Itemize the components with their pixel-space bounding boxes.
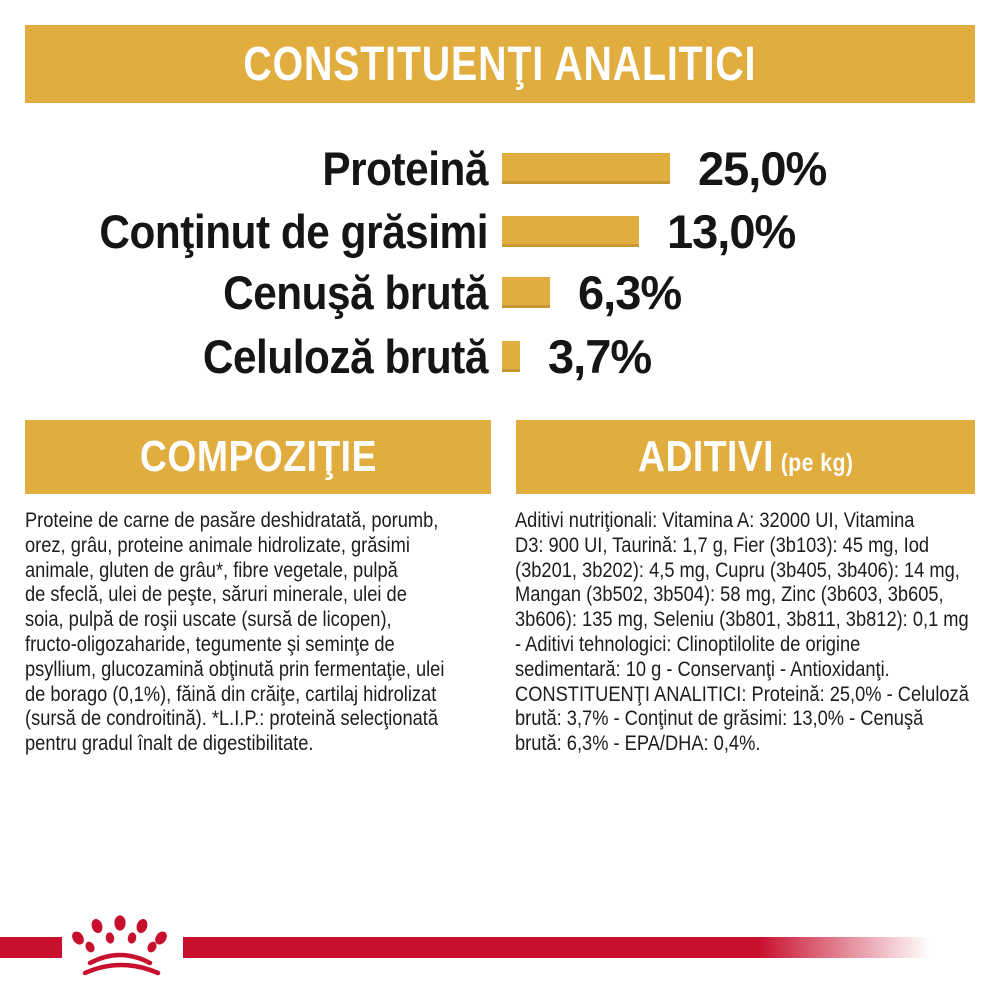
text-line: 3b606): 135 mg, Seleniu (3b801, 3b811, 3… (515, 608, 969, 632)
chart-category-label: Celuloză brută (202, 329, 489, 383)
royal-canin-crown-icon (72, 915, 167, 976)
text-line: animale, gluten de grâu*, fibre vegetale… (25, 558, 398, 582)
chart-bar (502, 340, 520, 372)
composition-banner: COMPOZIŢIE (25, 420, 491, 494)
chart-bar (502, 152, 670, 184)
analytical-constituents-title: CONSTITUENŢI ANALITICI (243, 37, 757, 91)
chart-value-label: 25,0% (698, 141, 827, 195)
footer-band-left-segment (0, 937, 62, 958)
text-line: - Aditivi tehnologici: Clinoptilolite de… (515, 632, 861, 656)
text-line: CONSTITUENŢI ANALITICI: Proteină: 25,0% … (515, 682, 969, 706)
text-line: pentru gradul înalt de digestibilitate. (25, 732, 314, 756)
additives-banner: ADITIVI (pe kg) (516, 420, 975, 494)
additives-text: Aditivi nutriţionali: Vitamina A: 32000 … (515, 509, 1000, 757)
text-line: (3b201, 3b202): 4,5 mg, Cupru (3b405, 3b… (515, 558, 960, 582)
text-line: D3: 900 UI, Taurină: 1,7 g, Fier (3b103)… (515, 533, 930, 557)
chart-row: Cenuşă brută 6,3% (0, 266, 1000, 319)
text-line: orez, grâu, proteine animale hidrolizate… (25, 533, 410, 557)
composition-text: Proteine de carne de pasăre deshidratată… (25, 509, 512, 757)
composition-title: COMPOZIŢIE (139, 432, 377, 481)
text-line: brută: 3,7% - Conţinut de grăsimi: 13,0%… (515, 707, 924, 731)
chart-row: Celuloză brută 3,7% (0, 330, 1000, 383)
text-line: brută: 6,3% - EPA/DHA: 0,4%. (515, 732, 761, 756)
additives-title: ADITIVI (pe kg) (637, 432, 854, 481)
chart-value-label: 13,0% (667, 204, 796, 258)
analytical-constituents-banner: CONSTITUENŢI ANALITICI (25, 25, 975, 103)
text-line: Aditivi nutriţionali: Vitamina A: 32000 … (515, 509, 915, 532)
additives-unit-suffix: (pe kg) (780, 449, 854, 477)
text-line: Proteine de carne de pasăre deshidratată… (25, 509, 439, 532)
chart-category-label: Proteină (322, 141, 488, 195)
text-line: de borago (0,1%), făină din crăiţe, cart… (25, 682, 437, 706)
text-line: soia, pulpă de roşii uscate (sursă de li… (25, 608, 392, 632)
chart-bar (502, 276, 550, 308)
text-line: (sursă de condroitină). *L.I.P.: protein… (25, 707, 439, 731)
text-line: psyllium, glucozamină obţinută prin ferm… (25, 657, 445, 681)
chart-bar (502, 215, 639, 247)
chart-row: Conţinut de grăsimi 13,0% (0, 205, 1000, 258)
text-line: sedimentară: 10 g - Conservanţi - Antiox… (515, 657, 890, 681)
text-line: Mangan (3b502, 3b504): 58 mg, Zinc (3b60… (515, 583, 944, 607)
chart-category-label: Conţinut de grăsimi (99, 204, 489, 258)
chart-category-label: Cenuşă brută (223, 265, 488, 319)
chart-value-label: 6,3% (578, 265, 682, 319)
footer-band-right-segment (183, 937, 930, 958)
chart-value-label: 3,7% (548, 329, 652, 383)
text-line: fructo-oligozaharide, tegumente şi semin… (25, 632, 395, 656)
text-line: de sfeclă, ulei de peşte, săruri mineral… (25, 583, 407, 607)
chart-row: Proteină 25,0% (0, 142, 1000, 195)
